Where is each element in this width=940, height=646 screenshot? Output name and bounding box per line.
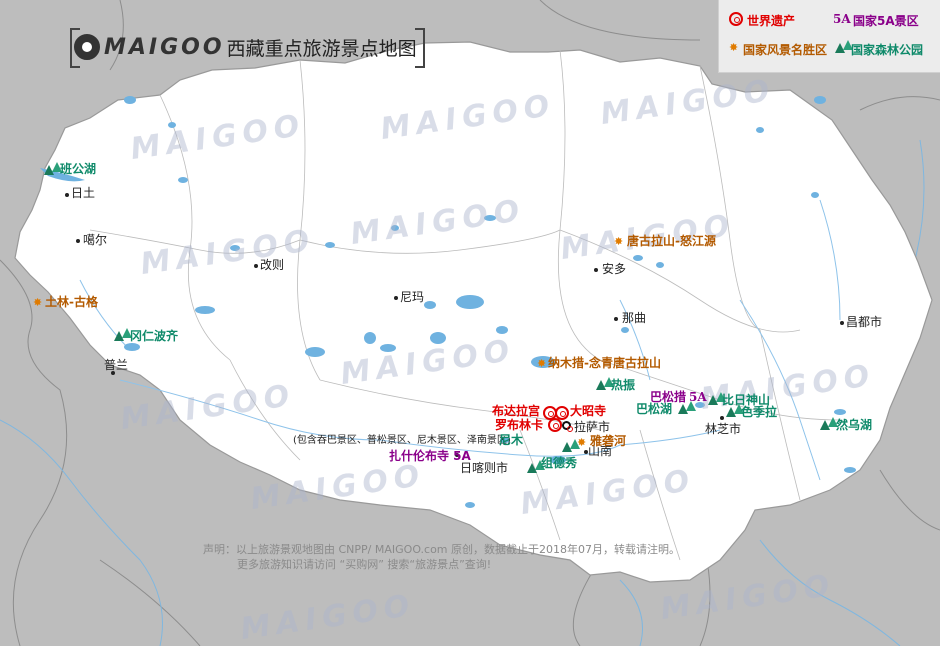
forest-tree-icon [820,417,838,430]
city-dot [394,296,398,300]
maple-leaf-icon: ✸ [729,41,739,54]
city-pulan: 普兰 [104,358,129,372]
forest-tree-icon [527,460,545,473]
internal-borders [89,49,841,561]
map-legend: 世界遗产 5A 国家5A景区 ✸ 国家风景名胜区 国家森林公园 [718,0,940,73]
city-linzhi: 林芝市 [705,422,742,436]
city-dot [65,193,69,197]
forest-tree-icon [114,328,132,341]
city-dot [254,264,258,268]
forest-tree-icon [596,377,614,390]
site-kailash: 冈仁波齐 [130,329,179,343]
world-heritage-icon [729,12,743,26]
forest-tree-icon [678,401,696,414]
city-rikaze: 日喀则市 [460,461,509,475]
site-biri-mountain: 比日神山 [722,393,771,407]
maple-leaf-icon: ✸ [33,296,43,309]
site-ranwu-lake: 然乌湖 [836,418,873,432]
brand-name: MAIGOO [104,34,225,60]
city-lasa: 拉萨市 [574,420,611,434]
forest-tree-icon [562,439,580,452]
legend-5a-badge: 5A [833,12,851,26]
maple-leaf-icon: ✸ [577,436,587,449]
site-potala: 布达拉宫 [492,404,541,418]
forest-tree-icon [708,392,726,405]
site-namtso: 纳木措-念青唐古拉山 [548,356,661,370]
maple-leaf-icon: ✸ [614,235,624,248]
city-gaer: 噶尔 [83,233,108,247]
lhasa-capital-icon [562,421,573,432]
legend-forest-label: 国家森林公园 [851,43,924,57]
city-changdu: 昌都市 [846,315,883,329]
city-dot [614,317,618,321]
site-tulin-guge: 土林-古格 [45,295,98,309]
site-bangong-lake: 班公湖 [60,162,97,176]
legend-5a-label: 国家5A景区 [853,14,919,28]
legend-scenic-label: 国家风景名胜区 [743,43,828,57]
lakes [40,58,856,508]
maigoo-logo-icon [74,34,100,60]
maple-leaf-icon: ✸ [537,357,547,370]
site-yalong-river: 雅砻河 [590,434,627,448]
city-dot [594,268,598,272]
forest-tree-icon [44,162,62,175]
site-jokhang: 大昭寺 [570,404,607,418]
scenic-area-note: (包含吞巴景区、普松景区、尼木景区、泽南景区) [293,435,511,446]
page-title: 西藏重点旅游景点地图 [226,37,417,60]
site-norbulingka: 罗布林卡 [495,418,544,432]
city-ritu: 日土 [71,186,96,200]
map-footer-disclaimer: 声明：以上旅游景观地图由 CNPP/ MAIGOO.com 原创，数据截止于20… [203,543,681,556]
site-nimu: 尼木 [499,433,524,447]
site-rezhen: 热振 [611,378,636,392]
forest-tree-icon [835,40,853,53]
city-dot [455,453,459,457]
outside-rivers [0,139,925,646]
inner-rivers [79,199,841,481]
city-dot [76,239,80,243]
world-heritage-icon [548,418,562,432]
site-tanggula: 唐古拉山-怒江源 [627,234,716,248]
site-zhidexiu: 组德秀 [541,456,578,470]
title-bracket-right [414,28,425,68]
site-basongco-5a-badge: 5A [689,390,707,404]
site-basongco: 巴松措 [650,390,687,404]
city-gaize: 改则 [260,258,285,272]
city-nima: 尼玛 [400,290,425,304]
city-dot [584,450,588,454]
city-anduo: 安多 [602,262,627,276]
city-dot [840,321,844,325]
city-dot [720,416,724,420]
city-dot [111,371,115,375]
site-sejila: 色季拉 [741,405,778,419]
site-tashilhunpo: 扎什伦布寺 5A [389,449,471,463]
site-basong-lake: 巴松湖 [636,402,673,416]
map-footer-more-info: 更多旅游知识请访问 “买购网” 搜索“旅游景点”查询! [237,558,492,571]
city-shannan: 山南 [588,444,613,458]
title-bracket-left [70,28,80,68]
tibet-region [14,41,933,583]
legend-heritage-label: 世界遗产 [747,14,796,28]
forest-tree-icon [726,404,744,417]
world-heritage-icon [555,406,569,420]
map-title-block: MAIGOO 西藏重点旅游景点地图 [70,28,425,68]
city-naqu: 那曲 [622,311,647,325]
